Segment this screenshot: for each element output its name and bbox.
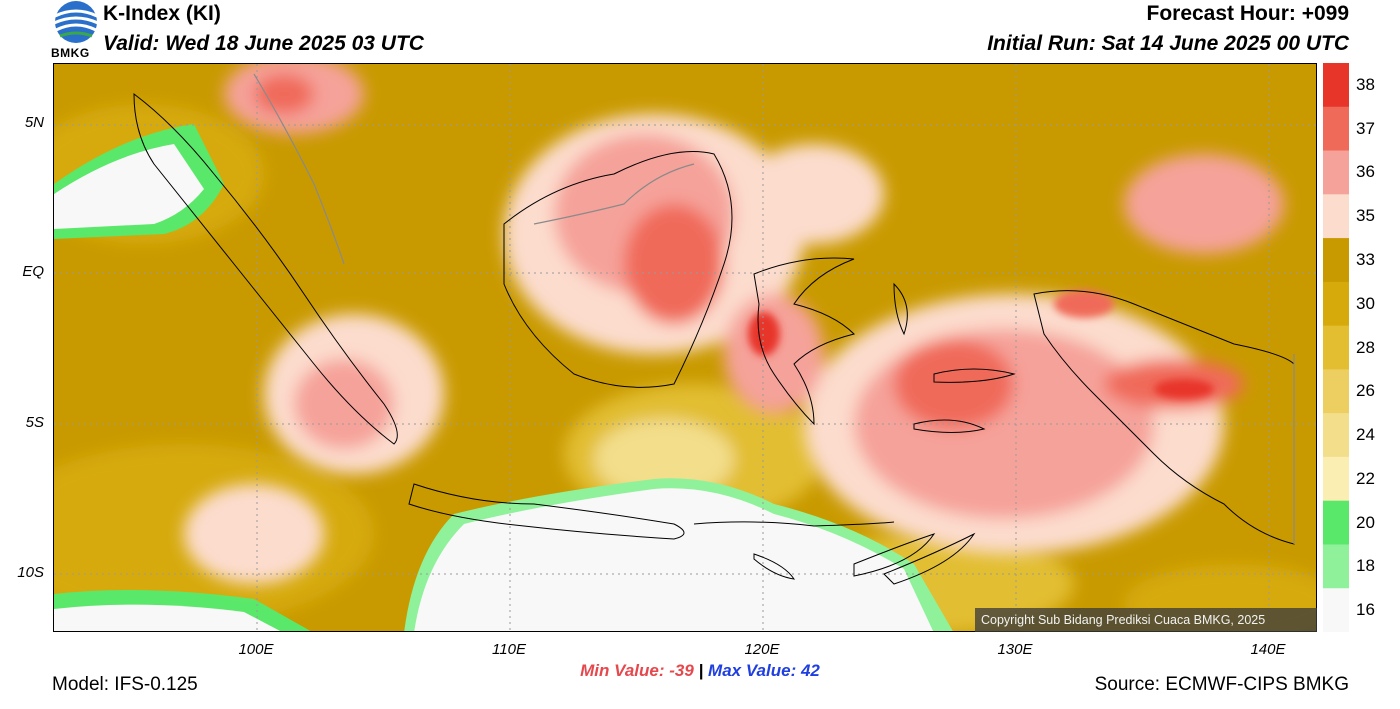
- max-value: Max Value: 42: [708, 661, 820, 680]
- legend-label: 24: [1356, 425, 1375, 445]
- legend-label: 35: [1356, 206, 1375, 226]
- value-separator: |: [698, 661, 704, 680]
- legend-label: 20: [1356, 512, 1375, 532]
- bmkg-logo: [50, 0, 102, 62]
- legend-label: 16: [1356, 600, 1375, 620]
- legend-swatch: [1323, 456, 1349, 502]
- lon-label-140e: 140E: [1250, 641, 1286, 658]
- model-name: Model: IFS-0.125: [52, 674, 198, 695]
- legend-swatch: [1323, 413, 1349, 458]
- legend-label: 36: [1356, 162, 1375, 182]
- legend-swatch: [1323, 238, 1349, 283]
- map-title: K-Index (KI): [103, 2, 221, 25]
- lon-label-130e: 130E: [997, 641, 1033, 658]
- legend-swatch: [1323, 63, 1349, 108]
- lat-label-5s: 5S: [25, 414, 44, 431]
- legend-swatch: [1323, 500, 1349, 545]
- legend-label: 22: [1356, 468, 1375, 488]
- lon-label-100e: 100E: [238, 641, 274, 658]
- legend-swatch: [1323, 281, 1349, 327]
- legend-swatch: [1323, 369, 1349, 414]
- k-index-map: [53, 63, 1317, 632]
- data-source: Source: ECMWF-CIPS BMKG: [1094, 674, 1349, 695]
- legend-swatch: [1323, 588, 1349, 633]
- lat-label-5n: 5N: [24, 114, 44, 131]
- legend-label: 28: [1356, 337, 1375, 357]
- min-value: Min Value: -39: [580, 661, 694, 680]
- lat-label-eq: EQ: [22, 263, 44, 280]
- legend-label: 33: [1356, 249, 1375, 269]
- lon-label-110e: 110E: [492, 641, 526, 658]
- logo-text: BMKG: [51, 46, 90, 60]
- forecast-hour: Forecast Hour: +099: [1146, 2, 1350, 25]
- legend-swatch: [1323, 544, 1349, 589]
- lon-label-120e: 120E: [744, 641, 780, 658]
- lat-label-10s: 10S: [17, 564, 44, 581]
- legend-label: 26: [1356, 381, 1375, 401]
- legend-swatch: [1323, 150, 1349, 195]
- legend-colorbar: [1323, 63, 1349, 633]
- color-legend: [1323, 63, 1349, 633]
- legend-label: 37: [1356, 118, 1375, 138]
- valid-time: Valid: Wed 18 June 2025 03 UTC: [103, 32, 424, 55]
- initial-run: Initial Run: Sat 14 June 2025 00 UTC: [987, 32, 1349, 55]
- copyright-note: Copyright Sub Bidang Prediksi Cuaca BMKG…: [975, 608, 1317, 632]
- legend-label: 38: [1356, 74, 1375, 94]
- legend-swatch: [1323, 106, 1349, 152]
- legend-swatch: [1323, 194, 1349, 239]
- value-range: Min Value: -39 | Max Value: 42: [0, 661, 1400, 681]
- map-canvas: [54, 64, 1316, 631]
- legend-label: 30: [1356, 293, 1375, 313]
- legend-swatch: [1323, 325, 1349, 370]
- legend-label: 18: [1356, 556, 1375, 576]
